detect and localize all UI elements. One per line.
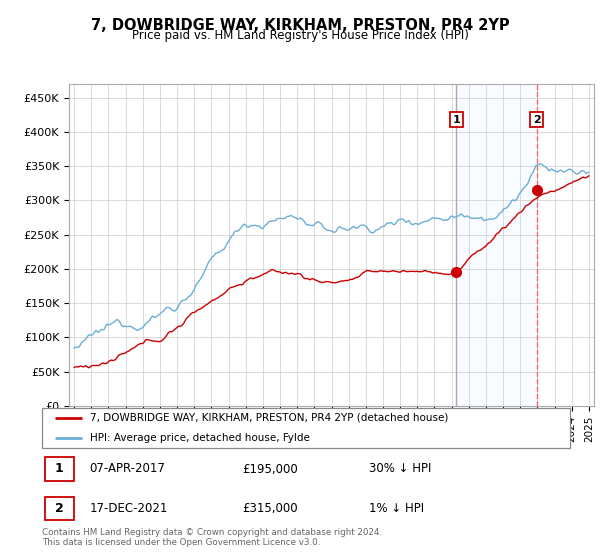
Text: 7, DOWBRIDGE WAY, KIRKHAM, PRESTON, PR4 2YP (detached house): 7, DOWBRIDGE WAY, KIRKHAM, PRESTON, PR4 … — [89, 413, 448, 423]
Bar — [456, 84, 536, 406]
Text: Contains HM Land Registry data © Crown copyright and database right 2024.
This d: Contains HM Land Registry data © Crown c… — [42, 528, 382, 547]
FancyBboxPatch shape — [44, 497, 74, 520]
Text: 2: 2 — [55, 502, 64, 515]
Text: £195,000: £195,000 — [242, 463, 298, 475]
Text: 1% ↓ HPI: 1% ↓ HPI — [370, 502, 424, 515]
Text: 1: 1 — [55, 463, 64, 475]
Text: Price paid vs. HM Land Registry's House Price Index (HPI): Price paid vs. HM Land Registry's House … — [131, 29, 469, 42]
FancyBboxPatch shape — [44, 458, 74, 480]
Text: £315,000: £315,000 — [242, 502, 298, 515]
Text: 7, DOWBRIDGE WAY, KIRKHAM, PRESTON, PR4 2YP: 7, DOWBRIDGE WAY, KIRKHAM, PRESTON, PR4 … — [91, 18, 509, 34]
Text: 30% ↓ HPI: 30% ↓ HPI — [370, 463, 432, 475]
Text: HPI: Average price, detached house, Fylde: HPI: Average price, detached house, Fyld… — [89, 433, 310, 443]
Text: 07-APR-2017: 07-APR-2017 — [89, 463, 166, 475]
Text: 17-DEC-2021: 17-DEC-2021 — [89, 502, 168, 515]
Text: 2: 2 — [533, 115, 541, 125]
FancyBboxPatch shape — [42, 408, 570, 448]
Text: 1: 1 — [452, 115, 460, 125]
